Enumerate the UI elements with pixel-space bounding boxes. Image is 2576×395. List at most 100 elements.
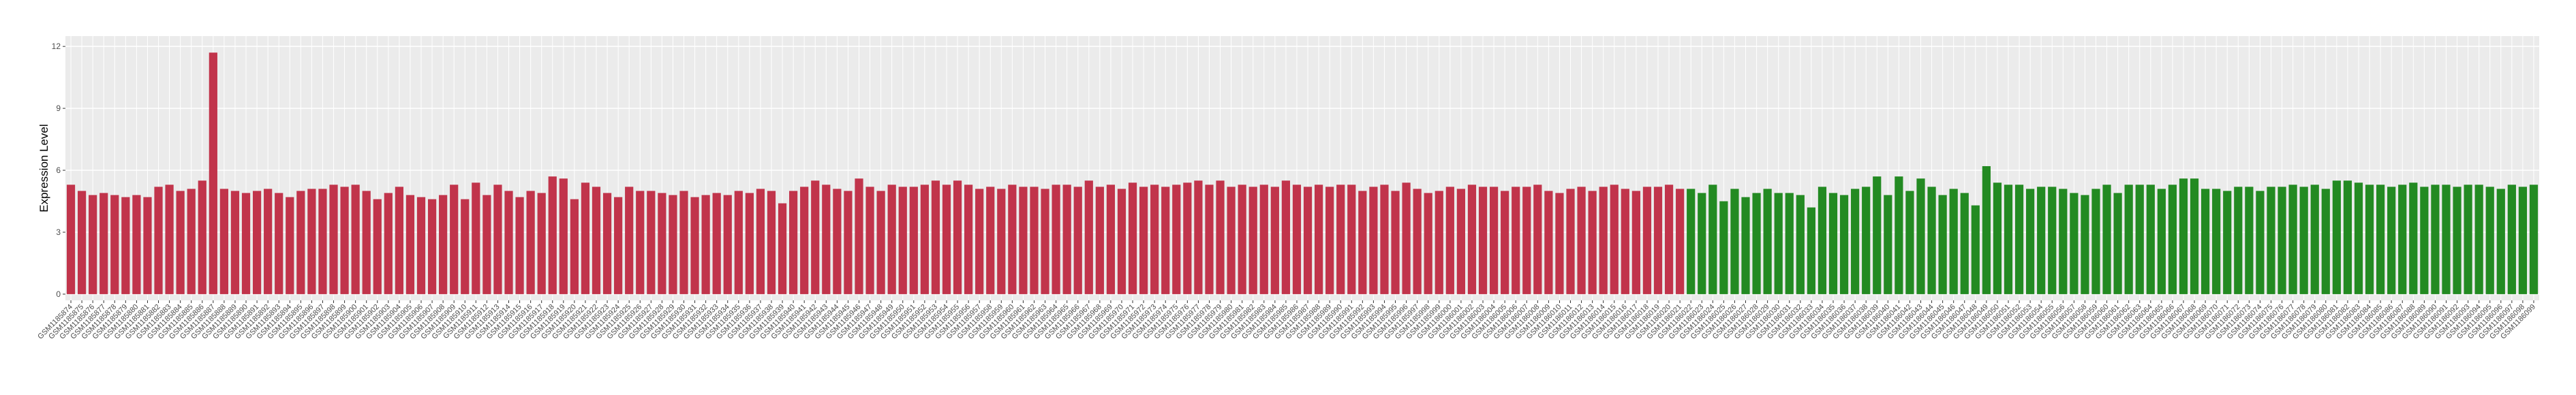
bar: [1642, 187, 1652, 294]
bar: [1150, 185, 1159, 294]
bar: [1533, 185, 1542, 294]
bar: [1183, 183, 1192, 294]
bar: [1084, 180, 1093, 294]
bar: [2081, 195, 2089, 294]
bar: [2168, 185, 2177, 294]
y-tick-label: 12: [52, 42, 61, 51]
bar: [318, 189, 327, 294]
bar: [2321, 189, 2330, 294]
bar: [2190, 178, 2199, 294]
bar: [1030, 187, 1039, 294]
bar: [2288, 185, 2297, 294]
bar: [2496, 189, 2505, 294]
bar: [2059, 189, 2068, 294]
bar: [1073, 187, 1082, 294]
bar: [427, 199, 437, 294]
bar: [2332, 180, 2341, 294]
bar: [472, 183, 480, 294]
bar: [2146, 185, 2155, 294]
bar: [2518, 187, 2528, 294]
bar: [2267, 187, 2275, 294]
bar: [614, 197, 623, 294]
bar: [1019, 187, 1028, 294]
plot-panel: [65, 36, 2539, 300]
bar: [1139, 187, 1148, 294]
bar: [493, 185, 502, 294]
bar: [1927, 187, 1936, 294]
bar: [99, 193, 108, 294]
y-tick-label: 0: [56, 289, 61, 299]
bar: [745, 193, 754, 294]
bar: [1467, 185, 1477, 294]
bar: [679, 191, 688, 294]
bar: [461, 199, 470, 294]
bar: [1358, 191, 1367, 294]
bar: [2507, 185, 2516, 294]
bar: [450, 185, 459, 294]
bar: [1895, 176, 1903, 294]
bar: [1719, 201, 1728, 294]
bar: [143, 197, 152, 294]
bar: [1216, 180, 1225, 294]
bar: [953, 180, 962, 294]
bar: [1489, 187, 1499, 294]
bar: [2343, 180, 2352, 294]
bar: [1456, 189, 1466, 294]
bar: [1380, 185, 1389, 294]
bar: [2387, 187, 2396, 294]
bar: [1281, 180, 1291, 294]
bar: [690, 197, 699, 294]
bar: [1161, 187, 1170, 294]
bar: [1172, 185, 1181, 294]
bar: [1336, 185, 1345, 294]
bar: [1938, 195, 1947, 294]
bar: [1555, 193, 1564, 294]
bar: [1347, 185, 1356, 294]
bar: [636, 191, 645, 294]
bar: [165, 185, 174, 294]
bar: [252, 191, 262, 294]
bar: [176, 191, 185, 294]
bar: [1971, 205, 1980, 294]
bar: [209, 52, 217, 294]
bar: [1610, 185, 1619, 294]
bar: [1501, 191, 1509, 294]
bar: [789, 191, 798, 294]
bar: [2245, 187, 2254, 294]
bar: [296, 191, 305, 294]
bar: [1653, 187, 1663, 294]
bar: [1862, 187, 1871, 294]
bar: [351, 185, 360, 294]
bar: [1839, 195, 1849, 294]
bar: [286, 197, 294, 294]
bar: [2201, 189, 2210, 294]
bar: [1621, 189, 1629, 294]
bar: [1741, 197, 1750, 294]
bar: [89, 195, 97, 294]
bar: [811, 180, 820, 294]
bar: [1796, 195, 1805, 294]
bar: [1041, 189, 1049, 294]
bar: [1008, 185, 1017, 294]
bar: [625, 187, 634, 294]
bar: [2398, 185, 2407, 294]
bar: [1062, 185, 1071, 294]
bar: [373, 199, 382, 294]
bar: [855, 178, 863, 294]
bar: [110, 195, 119, 294]
bar: [2431, 185, 2440, 294]
bar: [1238, 185, 1246, 294]
bar: [2223, 191, 2232, 294]
bar: [1445, 187, 1454, 294]
bar: [2420, 187, 2429, 294]
bar: [264, 189, 273, 294]
bar: [1369, 187, 1378, 294]
bar: [1402, 183, 1411, 294]
bar: [1785, 193, 1794, 294]
bar: [1577, 187, 1586, 294]
bar: [416, 197, 426, 294]
bar: [2179, 178, 2188, 294]
bar: [920, 185, 929, 294]
bar: [2212, 189, 2221, 294]
bar: [2234, 187, 2243, 294]
